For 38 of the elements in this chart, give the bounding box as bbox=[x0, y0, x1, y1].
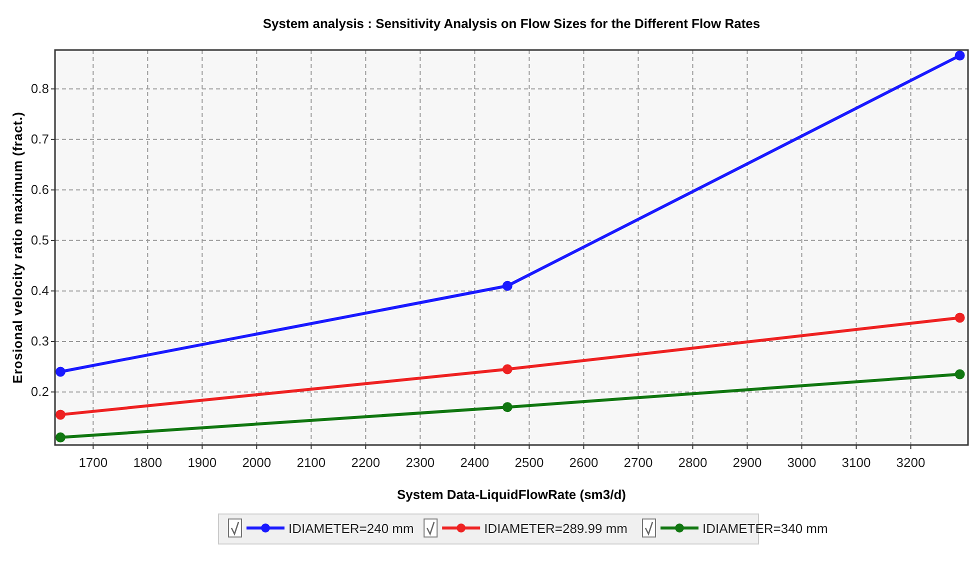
x-tick-label: 2600 bbox=[569, 455, 598, 470]
x-tick-label: 2700 bbox=[624, 455, 653, 470]
chart-title: System analysis : Sensitivity Analysis on Flow Sizes for the Different Flow Rates bbox=[262, 16, 760, 31]
x-tick-label: 3000 bbox=[787, 455, 816, 470]
point bbox=[502, 364, 512, 374]
x-tick-label: 2100 bbox=[296, 455, 326, 470]
x-tick-label: 2500 bbox=[514, 455, 544, 470]
x-tick-label: 1800 bbox=[133, 455, 162, 470]
point bbox=[55, 432, 66, 442]
point bbox=[954, 312, 965, 323]
x-tick-label: 2300 bbox=[406, 455, 435, 470]
x-tick-label: 3100 bbox=[842, 455, 871, 470]
y-axis-title: Erosional velocity ratio maximum (fract.) bbox=[10, 112, 25, 384]
y-tick-label: 0.6 bbox=[30, 182, 49, 197]
x-tick-label: 2900 bbox=[732, 455, 762, 470]
x-tick-label: 1700 bbox=[78, 455, 108, 470]
x-tick-label: 2000 bbox=[242, 455, 272, 470]
x-tick-label: 2200 bbox=[351, 455, 380, 470]
point bbox=[502, 402, 512, 412]
x-tick-label: 2400 bbox=[460, 455, 490, 470]
y-tick-label: 0.5 bbox=[30, 232, 49, 248]
y-tick-label: 0.4 bbox=[30, 282, 49, 298]
point bbox=[954, 50, 965, 61]
y-tick-label: 0.3 bbox=[30, 333, 49, 348]
point bbox=[502, 280, 512, 291]
legend-label: IDIAMETER=289.99 mm bbox=[484, 521, 628, 536]
x-tick-label: 3200 bbox=[896, 455, 926, 470]
x-tick-label: 2800 bbox=[678, 455, 708, 470]
point bbox=[954, 369, 965, 380]
y-tick-label: 0.8 bbox=[30, 80, 49, 96]
x-axis-title: System Data-LiquidFlowRate (sm3/d) bbox=[397, 487, 626, 502]
y-tick-label: 0.2 bbox=[30, 384, 49, 399]
x-tick-label: 1900 bbox=[188, 455, 217, 470]
legend-label: IDIAMETER=340 mm bbox=[702, 521, 828, 536]
y-tick-label: 0.7 bbox=[30, 131, 49, 146]
legend-label: IDIAMETER=240 mm bbox=[288, 521, 414, 536]
point bbox=[55, 410, 66, 420]
point bbox=[55, 366, 66, 377]
